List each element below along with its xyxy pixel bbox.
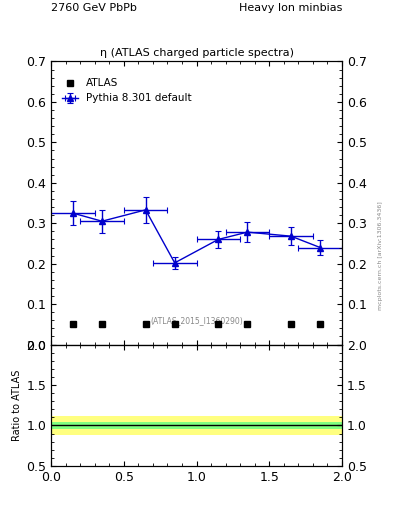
ATLAS <box>143 322 148 328</box>
ATLAS <box>71 322 75 328</box>
Line: ATLAS: ATLAS <box>70 322 323 327</box>
ATLAS <box>245 322 250 328</box>
Legend: ATLAS, Pythia 8.301 default: ATLAS, Pythia 8.301 default <box>59 75 195 106</box>
Text: (ATLAS_2015_I1360290): (ATLAS_2015_I1360290) <box>150 316 243 325</box>
ATLAS <box>289 322 294 328</box>
Text: 2760 GeV PbPb: 2760 GeV PbPb <box>51 3 137 13</box>
Y-axis label: Ratio to ATLAS: Ratio to ATLAS <box>12 370 22 441</box>
Title: η (ATLAS charged particle spectra): η (ATLAS charged particle spectra) <box>99 48 294 58</box>
ATLAS <box>173 322 177 328</box>
Text: mcplots.cern.ch [arXiv:1306.3436]: mcplots.cern.ch [arXiv:1306.3436] <box>378 202 383 310</box>
Text: Heavy Ion minbias: Heavy Ion minbias <box>239 3 342 13</box>
ATLAS <box>216 322 221 328</box>
ATLAS <box>100 322 105 328</box>
ATLAS <box>318 322 323 328</box>
